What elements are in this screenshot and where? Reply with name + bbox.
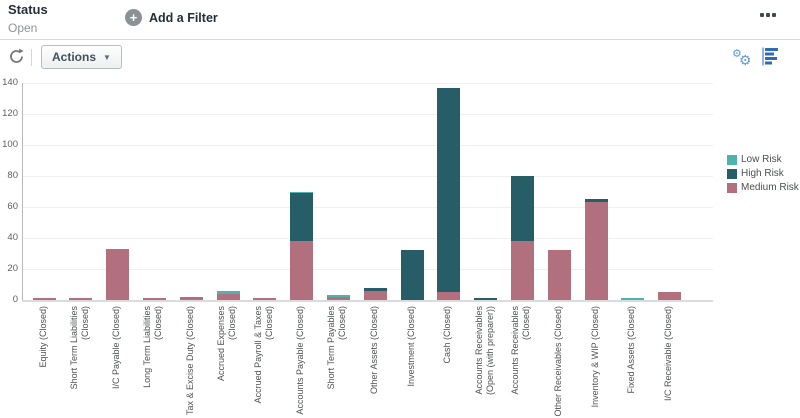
gridline [22, 176, 713, 177]
horizontal-bar-chart-icon[interactable] [762, 47, 780, 71]
x-axis-label: Short Term Liabilities (Closed) [68, 306, 90, 390]
y-axis-tick-label: 120 [2, 108, 18, 119]
bar-segment[interactable] [32, 298, 56, 300]
bar-segment[interactable] [510, 241, 534, 300]
bar-segment[interactable] [621, 298, 645, 300]
bar-segment[interactable] [437, 87, 461, 293]
legend-item[interactable]: Low Risk [727, 154, 799, 166]
bar-segment[interactable] [290, 241, 314, 300]
page-title: Status [8, 2, 48, 17]
status-filter-value: Open [8, 21, 38, 35]
bar-segment[interactable] [326, 295, 350, 297]
chart-settings-icon[interactable]: ⚙ ⚙ [732, 48, 754, 70]
dot [772, 13, 776, 17]
bar-segment[interactable] [290, 193, 314, 242]
y-axis-tick-label: 100 [2, 139, 18, 150]
bar-segment[interactable] [363, 290, 387, 300]
y-axis-line [22, 83, 23, 302]
bar-segment[interactable] [584, 199, 608, 203]
x-axis-label: Accounts Receivables (Open (with prepare… [473, 306, 495, 396]
legend-label: Low Risk [741, 154, 782, 165]
x-axis-label: Short Term Payables (Closed) [326, 306, 348, 390]
bar-segment[interactable] [216, 293, 240, 300]
overflow-menu-icon[interactable] [760, 13, 776, 17]
dot [760, 13, 764, 17]
legend-item[interactable]: Medium Risk [727, 182, 799, 194]
add-filter-label: Add a Filter [149, 10, 218, 25]
gridline [22, 114, 713, 115]
y-axis-tick-label: 140 [2, 77, 18, 88]
x-axis-label: I/C Payable (Closed) [111, 306, 122, 390]
toolbar-separator [31, 49, 32, 66]
legend-swatch [727, 183, 737, 193]
legend-swatch [727, 169, 737, 179]
bar-segment[interactable] [658, 292, 682, 300]
gear-icon: ⚙ [739, 52, 752, 68]
x-axis-label: Other Assets (Closed) [368, 306, 379, 395]
x-axis-label: Equity (Closed) [37, 306, 48, 368]
bar-segment[interactable] [290, 191, 314, 194]
y-axis-tick-label: 20 [7, 263, 18, 274]
x-axis-label: Accounts Receivables (Closed) [510, 306, 532, 395]
gridline [22, 238, 713, 239]
gridline [22, 269, 713, 270]
x-axis-label: Long Term Liabilities (Closed) [142, 306, 164, 388]
bar-segment[interactable] [69, 298, 93, 300]
x-axis-label: Fixed Assets (Closed) [626, 306, 637, 394]
y-axis-tick-label: 0 [12, 294, 18, 305]
x-axis-label: Inventory & WIP (Closed) [589, 306, 600, 408]
x-axis-label: I/C Receivable (Closed) [663, 306, 674, 402]
y-axis-tick-label: 80 [7, 170, 18, 181]
gridline [22, 145, 713, 146]
x-axis-label: Accrued Payroll & Taxes (Closed) [252, 306, 274, 404]
bar-segment[interactable] [216, 290, 240, 294]
dot [766, 13, 770, 17]
x-axis-label: Investment (Closed) [405, 306, 416, 387]
actions-label: Actions [52, 50, 97, 64]
x-axis-label: Accrued Expenses (Closed) [216, 306, 237, 382]
gridline [22, 83, 713, 84]
legend-item[interactable]: High Risk [727, 168, 799, 180]
x-axis-label: Other Receivables (Closed) [552, 306, 563, 417]
bar-segment[interactable] [547, 250, 571, 300]
legend-swatch [727, 155, 737, 165]
bar-segment[interactable] [474, 298, 498, 300]
bar-segment[interactable] [584, 202, 608, 300]
header-divider [0, 39, 800, 40]
x-axis-line [22, 300, 713, 302]
legend-label: Medium Risk [741, 182, 799, 193]
actions-menu-button[interactable]: Actions ▼ [41, 45, 122, 69]
x-axis-label: Tax & Excise Duty (Closed) [184, 306, 195, 416]
bar-segment[interactable] [179, 296, 203, 300]
bar-segment[interactable] [106, 248, 130, 300]
chart-legend: Low Risk High Risk Medium Risk [727, 154, 799, 196]
gear-icon: ⚙ [732, 48, 742, 60]
bar-segment[interactable] [363, 287, 387, 291]
gridline [22, 207, 713, 208]
bar-segment[interactable] [400, 250, 424, 300]
bar-segment[interactable] [326, 296, 350, 300]
caret-down-icon: ▼ [103, 52, 111, 62]
bar-segment[interactable] [253, 298, 277, 300]
y-axis-tick-label: 60 [7, 201, 18, 212]
refresh-icon[interactable] [8, 48, 25, 65]
plus-icon: + [125, 9, 142, 26]
x-axis-label: Cash (Closed) [442, 306, 453, 364]
bar-segment[interactable] [437, 292, 461, 300]
y-axis-tick-label: 40 [7, 232, 18, 243]
add-filter-button[interactable]: + Add a Filter [125, 9, 218, 26]
legend-label: High Risk [741, 168, 784, 179]
x-axis-label: Accounts Payable (Closed) [295, 306, 306, 415]
bar-segment[interactable] [142, 298, 166, 300]
bar-segment[interactable] [510, 176, 534, 242]
